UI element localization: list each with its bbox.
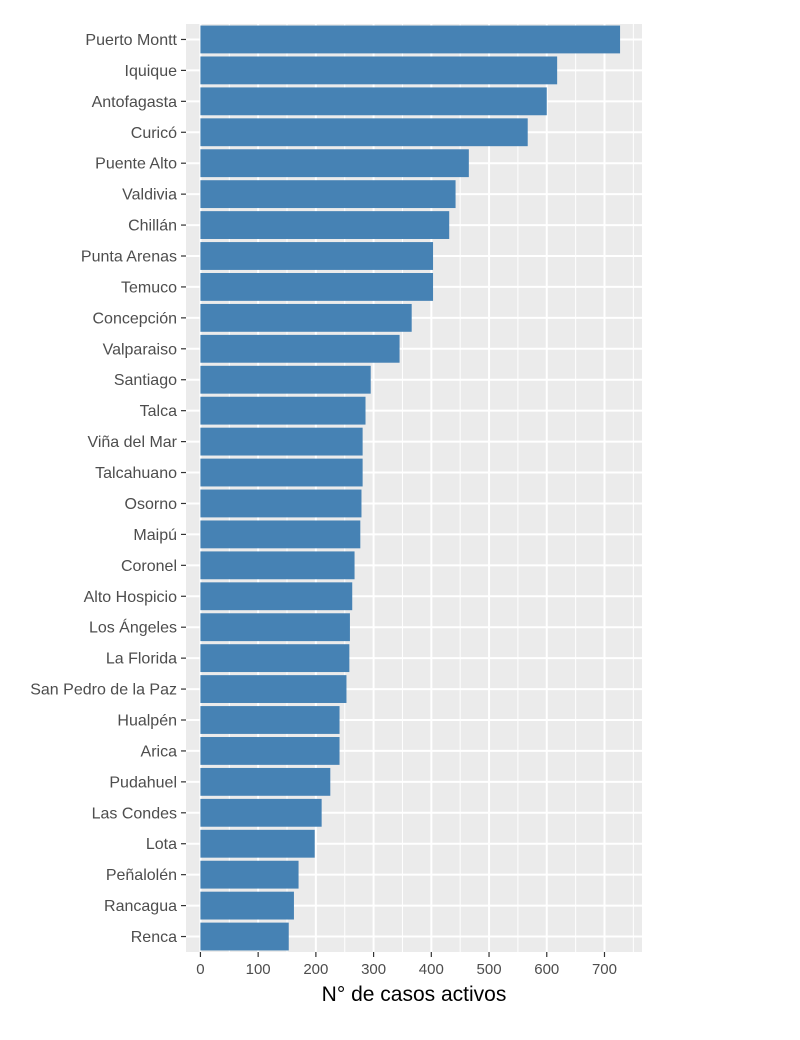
- bar: [200, 242, 434, 270]
- y-axis: Puerto Montt Iquique Antofagasta Curicó Puen…: [30, 32, 186, 946]
- bar: [200, 273, 434, 301]
- bar: [200, 551, 355, 580]
- x-tick-label: 300: [361, 961, 386, 978]
- y-tick-label: Chillán: [128, 218, 177, 235]
- y-tick-label: Peñalolén: [106, 867, 177, 884]
- bar: [200, 613, 350, 642]
- bar: [200, 303, 412, 332]
- y-tick-label: Rancagua: [104, 898, 177, 915]
- y-tick-label: Temuco: [121, 279, 177, 296]
- bar: [200, 489, 362, 518]
- bar: [200, 149, 469, 178]
- y-tick-label: Alto Hospicio: [84, 589, 177, 606]
- bar: [200, 427, 363, 456]
- bar: [200, 396, 366, 425]
- minor-gridlines: [228, 24, 634, 952]
- bar: [200, 891, 294, 920]
- bar: [200, 767, 331, 796]
- y-tick-label: Coronel: [121, 558, 177, 575]
- y-tick-label: Arica: [141, 743, 178, 760]
- y-tick-label: Maipú: [133, 527, 177, 544]
- bar: [200, 211, 450, 239]
- bar: [200, 737, 340, 765]
- y-tick-label: Hualpén: [117, 713, 177, 730]
- x-tick-label: 600: [534, 961, 559, 978]
- x-axis-title: N° de casos activos: [322, 983, 507, 1006]
- y-tick-label: Osorno: [125, 496, 178, 513]
- y-tick-label: Punta Arenas: [81, 249, 177, 266]
- bar: [200, 829, 315, 858]
- bar: [200, 56, 558, 85]
- y-tick-label: Antofagasta: [92, 94, 178, 111]
- y-tick-label: Lota: [146, 836, 177, 853]
- x-tick-label: 400: [419, 961, 444, 978]
- y-tick-label: Puente Alto: [95, 156, 177, 173]
- plot-panel: [186, 24, 642, 952]
- bar: [200, 365, 371, 394]
- y-tick-label: Curicó: [131, 125, 177, 142]
- y-tick-label: La Florida: [106, 651, 177, 668]
- bar: [200, 87, 547, 116]
- bars: [200, 25, 621, 951]
- x-tick-label: 700: [592, 961, 617, 978]
- bar: [200, 458, 363, 487]
- y-tick-label: San Pedro de la Paz: [30, 682, 177, 699]
- bar: [200, 860, 299, 889]
- y-tick-label: Valparaiso: [103, 341, 178, 358]
- bar: [200, 675, 347, 703]
- y-tick-label: Pudahuel: [109, 774, 177, 791]
- bar: [200, 582, 353, 611]
- y-tick-label: Viña del Mar: [87, 434, 177, 451]
- y-tick-label: Puerto Montt: [85, 32, 177, 49]
- bar: [200, 520, 361, 549]
- y-tick-label: Concepción: [93, 310, 178, 327]
- y-tick-label: Iquique: [125, 63, 178, 80]
- x-tick-label: 500: [477, 961, 502, 978]
- bar: [200, 334, 400, 363]
- bar: [200, 706, 340, 734]
- y-tick-label: Talcahuano: [95, 465, 177, 482]
- major-gridlines: [186, 24, 642, 952]
- bar: [200, 180, 456, 209]
- x-tick-label: 200: [303, 961, 328, 978]
- bar: [200, 118, 528, 147]
- x-tick-label: 0: [196, 961, 204, 978]
- y-tick-label: Los Ángeles: [89, 618, 177, 637]
- y-tick-label: Valdivia: [122, 187, 177, 204]
- bar: [200, 922, 289, 951]
- y-tick-label: Las Condes: [92, 805, 177, 822]
- y-tick-label: Renca: [131, 929, 177, 946]
- y-tick-label: Santiago: [114, 372, 177, 389]
- x-tick-label: 100: [246, 961, 271, 978]
- y-tick-label: Talca: [140, 403, 177, 420]
- bar: [200, 798, 322, 827]
- bar: [200, 644, 350, 673]
- x-axis: 0 100 200 300 400 500 600 700: [196, 952, 617, 978]
- bar: [200, 25, 621, 54]
